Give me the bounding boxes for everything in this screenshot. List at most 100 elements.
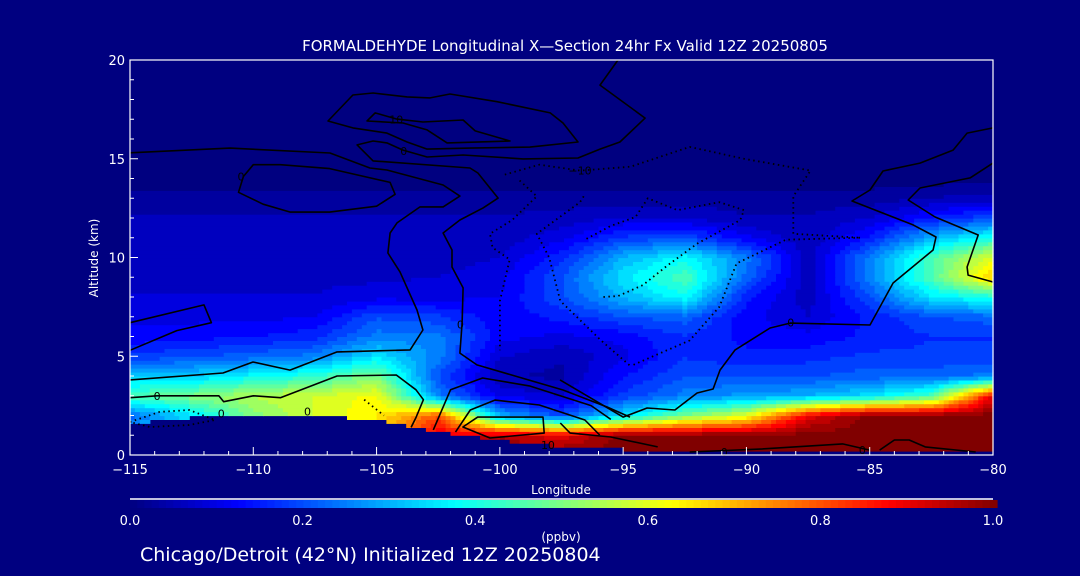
heatmap-cell — [652, 245, 698, 251]
heatmap-cell — [830, 249, 841, 255]
heatmap-cell — [845, 336, 994, 341]
heatmap-cell — [983, 395, 989, 401]
heatmap-cell — [978, 281, 989, 286]
heatmap-cell — [401, 376, 407, 381]
heatmap-cell — [761, 415, 767, 420]
heatmap-cell — [953, 249, 969, 255]
heatmap-cell — [716, 253, 733, 259]
heatmap-cell — [854, 257, 866, 262]
colorbar-segment — [245, 500, 254, 508]
heatmap-cell — [958, 293, 989, 298]
heatmap-cell — [633, 289, 654, 294]
colorbar-segment — [274, 500, 283, 508]
heatmap-cell — [879, 348, 994, 353]
heatmap-cell — [218, 411, 230, 417]
colorbar-segment — [693, 500, 702, 508]
heatmap-cell — [702, 403, 733, 409]
heatmap-cell — [973, 214, 994, 219]
heatmap-cell — [845, 253, 856, 259]
heatmap-cell — [973, 391, 979, 397]
colorbar-segment — [780, 500, 789, 508]
heatmap-cell — [948, 206, 994, 211]
colorbar-segment — [845, 500, 854, 508]
heatmap-cell — [790, 411, 802, 417]
heatmap-cell — [642, 364, 674, 369]
heatmap-cell — [514, 423, 540, 428]
heatmap-cell — [800, 285, 817, 290]
heatmap-cell — [938, 249, 955, 255]
heatmap-cell — [130, 103, 994, 108]
heatmap-cell — [248, 403, 279, 409]
colorbar-segment — [541, 500, 550, 508]
colorbar-segment — [520, 500, 528, 508]
heatmap-cell — [874, 285, 886, 290]
heatmap-cell — [983, 407, 994, 413]
heatmap-cell — [963, 225, 989, 231]
heatmap-cell — [366, 340, 407, 345]
heatmap-cell — [130, 308, 323, 314]
heatmap-cell — [702, 289, 713, 294]
heatmap-cell — [924, 383, 940, 389]
colorbar-segment — [440, 500, 449, 508]
heatmap-cell — [130, 95, 994, 101]
heatmap-cell — [687, 312, 703, 318]
heatmap-cell — [721, 312, 738, 318]
heatmap-cell — [845, 281, 861, 286]
heatmap-cell — [189, 395, 225, 401]
heatmap-cell — [736, 261, 748, 267]
heatmap-cell — [780, 257, 792, 262]
heatmap-cell — [697, 245, 718, 251]
heatmap-cell — [371, 360, 378, 365]
heatmap-cell — [273, 340, 328, 345]
heatmap-cell — [785, 249, 802, 255]
heatmap-cell — [815, 293, 831, 298]
heatmap-cell — [238, 383, 289, 389]
colorbar-segment — [368, 500, 377, 508]
heatmap-cell — [603, 427, 619, 432]
heatmap-cell — [386, 415, 402, 420]
heatmap-cell — [425, 360, 442, 365]
heatmap-cell — [988, 383, 994, 389]
heatmap-cell — [386, 352, 407, 357]
heatmap-cell — [603, 281, 619, 286]
heatmap-cell — [933, 403, 945, 409]
heatmap-cell — [130, 143, 994, 148]
x-tick-label: −100 — [482, 463, 518, 478]
heatmap-cell — [440, 356, 457, 361]
heatmap-cell — [396, 297, 466, 302]
heatmap-cell — [687, 289, 698, 294]
heatmap-cell — [421, 383, 427, 389]
heatmap-cell — [879, 293, 895, 298]
heatmap-cell — [381, 316, 452, 322]
heatmap-cell — [840, 411, 861, 417]
heatmap-cell — [766, 407, 777, 413]
heatmap-cell — [776, 419, 787, 424]
heatmap-cell — [785, 403, 802, 409]
heatmap-cell — [963, 391, 969, 397]
heatmap-cell — [401, 387, 407, 393]
heatmap-cell — [475, 261, 516, 267]
heatmap-cell — [899, 316, 955, 322]
colorbar-segment — [346, 500, 355, 508]
colorbar-segment — [939, 500, 947, 508]
heatmap-cell — [672, 423, 703, 428]
heatmap-cell — [573, 332, 639, 337]
heatmap-cell — [805, 360, 994, 365]
heatmap-cell — [628, 308, 683, 314]
heatmap-cell — [130, 91, 994, 97]
heatmap-cell — [460, 395, 471, 401]
heatmap-cell — [899, 281, 910, 286]
heatmap-cell — [983, 265, 994, 270]
heatmap-cell — [618, 281, 639, 286]
heatmap-cell — [578, 249, 595, 255]
heatmap-cell — [130, 297, 378, 302]
heatmap-cell — [406, 340, 447, 345]
colorbar-segment — [223, 500, 232, 508]
heatmap-cell — [845, 297, 861, 302]
colorbar-segment — [924, 500, 933, 508]
heatmap-cell — [130, 379, 205, 385]
heatmap-cell — [465, 376, 476, 381]
heatmap-cell — [884, 269, 895, 274]
heatmap-cell — [499, 340, 614, 345]
colorbar-segment — [650, 500, 658, 508]
